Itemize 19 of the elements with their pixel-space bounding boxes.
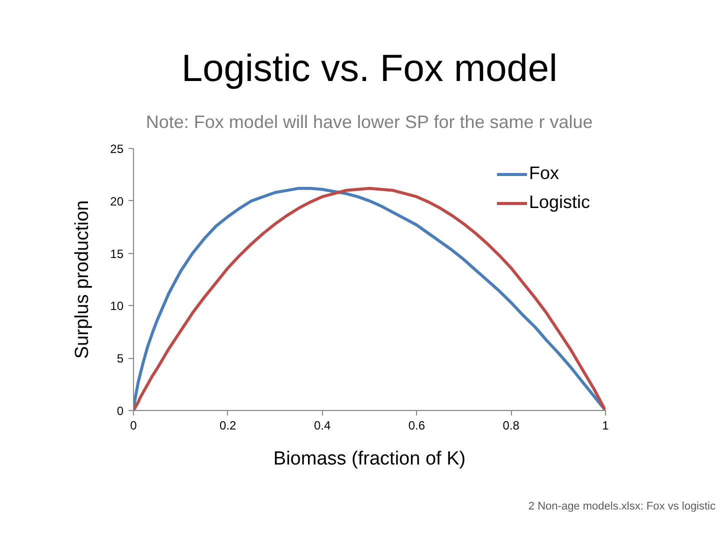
chart-title: Logistic vs. Fox model [182,48,558,90]
chart-subtitle: Note: Fox model will have lower SP for the same r value [146,112,593,132]
x-tick-label: 0.2 [220,418,237,432]
y-tick-label: 0 [116,404,124,418]
x-tick-label: 1 [602,418,610,432]
text: 2 Non-age models.xlsx: Fox vs logistic [528,500,716,512]
legend-label: Logistic [528,192,590,213]
x-tick-label: 0.4 [314,418,331,432]
x-tick-label: 0 [130,418,138,432]
y-tick-label: 5 [116,352,124,366]
x-tick-label: 0.6 [408,418,426,432]
y-tick-label: 20 [110,194,124,208]
y-tick-label: 15 [110,246,124,261]
x-axis-title: Biomass (fraction of K) [273,448,466,470]
y-tick-label: 25 [110,142,124,156]
y-axis-title: Surplus production [72,200,94,359]
legend-label: Fox [528,163,559,184]
x-tick-label: 0.8 [502,418,520,432]
y-tick-label: 10 [110,299,124,314]
